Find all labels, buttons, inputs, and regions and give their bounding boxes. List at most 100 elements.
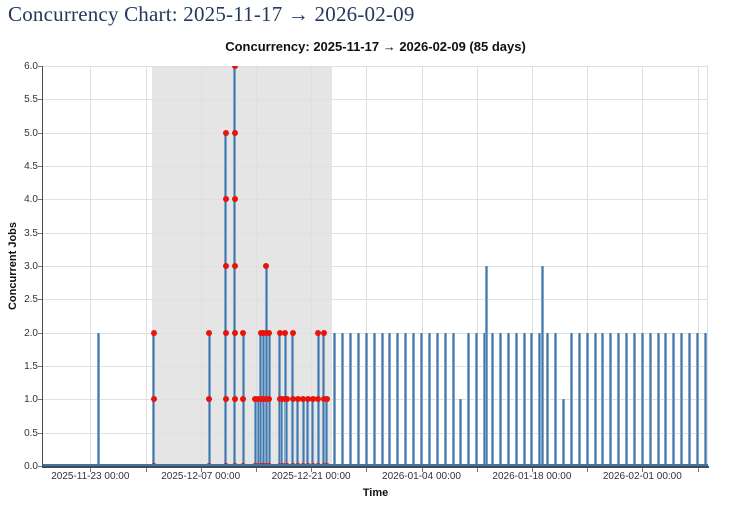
concurrency-stem [506,332,510,465]
x-tick-mark [200,468,202,472]
x-tick-mark [421,468,423,472]
event-marker [150,329,157,336]
event-marker [289,396,296,403]
event-marker [320,396,327,403]
concurrency-stem [427,332,431,465]
plot-right-border [707,66,708,466]
x-tick-label: 2026-01-18 00:00 [492,471,572,482]
y-tick-label: 3.0 [24,261,38,272]
concurrency-stem [498,332,502,465]
concurrency-stem [632,332,636,465]
event-marker [206,329,213,336]
x-tick-mark [697,468,699,472]
concurrency-stem [530,332,534,465]
concurrency-stem [96,332,100,465]
concurrency-stem [296,399,300,465]
concurrency-stem [490,332,494,465]
concurrency-stem [341,332,345,465]
x-tick-mark [587,468,589,472]
x-axis-title: Time [362,487,389,499]
x-tick-mark [311,468,313,472]
x-tick-mark [90,468,92,472]
y-axis-title: Concurrent Jobs [7,222,19,311]
y-tick-label: 5.5 [24,94,38,106]
concurrency-stem [459,399,463,465]
concurrency-stem [264,266,268,465]
h-gridline [43,166,708,167]
y-tick-mark [38,332,42,334]
v-gridline [255,66,257,466]
y-tick-label: 4.0 [24,194,38,206]
y-tick-mark [38,199,42,201]
y-tick-label: 0.5 [24,427,38,439]
y-tick-mark [38,399,42,401]
concurrency-stem [467,332,471,465]
concurrency-stem [420,332,423,465]
concurrency-stem [333,332,337,465]
y-axis-line [42,66,43,467]
y-tick-label: 4.5 [24,161,38,172]
page-title: Concurrency Chart: 2025-11-17 → 2026-02-… [8,2,415,26]
event-marker [315,396,322,403]
concurrency-stem [372,332,376,465]
y-tick-label: 1.5 [24,361,38,372]
h-gridline [43,232,708,234]
event-marker [252,396,259,403]
y-tick-label: 0.0 [24,461,38,472]
v-gridline [587,66,589,466]
concurrency-stem [311,399,315,465]
x-tick-label: 2025-12-07 00:00 [161,471,241,482]
concurrency-stem [364,332,368,465]
x-tick-mark [531,468,533,472]
event-marker [222,396,229,403]
event-marker [282,329,289,336]
concurrency-stem [656,332,660,465]
x-tick-label: 2025-12-21 00:00 [271,471,351,482]
event-marker [260,396,266,403]
concurrency-stem [224,132,228,465]
event-marker [315,329,322,336]
concurrency-stem [577,332,581,465]
y-tick-mark [38,66,42,67]
concurrency-stem [280,399,284,465]
y-tick-label: 2.5 [24,294,38,306]
v-gridline [531,66,533,466]
event-marker [323,396,330,403]
concurrency-stem [396,332,400,465]
concurrency-stem [404,332,408,465]
concurrency-stem [617,332,621,465]
v-gridline [90,66,92,466]
concurrency-stem [412,332,416,465]
x-tick-label: 2025-11-23 00:00 [51,471,130,482]
event-marker [263,396,270,403]
event-marker [222,263,229,269]
event-marker [231,329,238,336]
concurrency-stem [540,266,544,465]
event-marker [231,129,238,136]
concurrency-stem [435,332,439,465]
v-gridline [476,66,478,466]
h-gridline [43,299,708,301]
event-marker [240,396,247,403]
concurrency-stem [253,399,257,465]
event-marker [263,263,270,269]
x-tick-label: 2026-01-04 00:00 [382,471,461,482]
event-marker [231,196,238,203]
y-tick-label: 6.0 [24,61,38,72]
concurrency-stem [561,399,565,465]
x-tick-label: 2026-02-01 00:00 [602,471,682,482]
concurrency-stem [601,332,605,465]
h-gridline [43,199,708,201]
event-marker [222,129,229,136]
concurrency-stem [356,332,360,465]
v-gridline [697,66,699,466]
y-tick-mark [38,166,42,167]
v-gridline [145,66,147,466]
zero-baseline [43,464,708,466]
event-marker [231,396,238,403]
concurrency-stem [451,332,455,465]
v-gridline [200,66,202,466]
chart-title: Concurrency: 2025-11-17 → 2026-02-09 (85… [225,39,526,54]
concurrency-stem [625,332,629,465]
y-tick-label: 5.0 [24,127,38,139]
